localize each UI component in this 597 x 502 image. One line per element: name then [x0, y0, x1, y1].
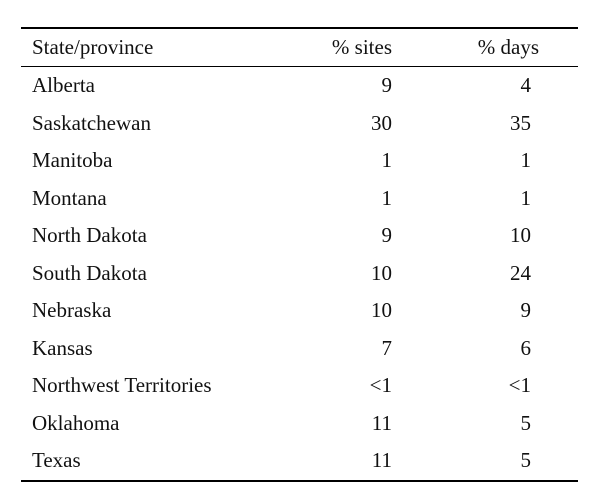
cell-sites: 10 [371, 298, 392, 323]
cell-state: Texas [32, 448, 81, 473]
cell-days: 1 [520, 185, 532, 210]
cell-state: South Dakota [32, 260, 147, 285]
cell-state: Nebraska [32, 298, 112, 323]
table-row: Kansas 7 6 [21, 330, 578, 368]
cell-sites: 1 [381, 185, 393, 210]
table-row: Texas 11 5 [21, 442, 578, 481]
cell-state: Alberta [32, 73, 95, 98]
table-header: State/province % sites % days [21, 28, 578, 67]
cell-state: Northwest Territories [32, 373, 212, 398]
cell-sites: 1 [381, 148, 393, 173]
cell-state: Oklahoma [32, 410, 120, 435]
table-row: Alberta 9 4 [21, 67, 578, 105]
cell-days: 4 [520, 73, 532, 98]
cell-state: Montana [32, 185, 107, 210]
cell-sites: 30 [371, 110, 392, 135]
header-row: State/province % sites % days [21, 28, 578, 67]
cell-days: 6 [520, 335, 532, 360]
cell-state: North Dakota [32, 223, 147, 248]
cell-sites: 9 [381, 223, 393, 248]
cell-days: 24 [510, 260, 531, 285]
table-row: South Dakota 10 24 [21, 255, 578, 293]
cell-days: 35 [510, 110, 531, 135]
table-row: Manitoba 1 1 [21, 142, 578, 180]
cell-sites: 11 [371, 448, 392, 473]
cell-state: Manitoba [32, 148, 113, 173]
table-body: Alberta 9 4 Saskatchewan 30 35 Manitoba … [21, 67, 578, 481]
header-sites: % sites [331, 35, 392, 59]
header-state: State/province [32, 35, 154, 59]
cell-days: 5 [520, 448, 532, 473]
cell-state: Kansas [32, 335, 93, 360]
cell-sites: 7 [381, 335, 393, 360]
table-row: Oklahoma 11 5 [21, 405, 578, 443]
header-days: % days [477, 35, 539, 59]
data-table: State/province % sites % days Alberta 9 … [21, 27, 578, 482]
cell-days: 9 [520, 298, 532, 323]
table-row: North Dakota 9 10 [21, 217, 578, 255]
cell-state: Saskatchewan [32, 110, 151, 135]
table-row: Northwest Territories <1 <1 [21, 367, 578, 405]
cell-days: 1 [520, 148, 532, 173]
cell-sites: 10 [371, 260, 392, 285]
cell-days: 10 [510, 223, 531, 248]
cell-days: <1 [508, 373, 531, 398]
data-table-container: State/province % sites % days Alberta 9 … [21, 27, 578, 482]
cell-sites: <1 [369, 373, 392, 398]
table-row: Saskatchewan 30 35 [21, 105, 578, 143]
table-row: Montana 1 1 [21, 180, 578, 218]
cell-sites: 11 [371, 410, 392, 435]
table-row: Nebraska 10 9 [21, 292, 578, 330]
cell-days: 5 [520, 410, 532, 435]
cell-sites: 9 [381, 73, 393, 98]
